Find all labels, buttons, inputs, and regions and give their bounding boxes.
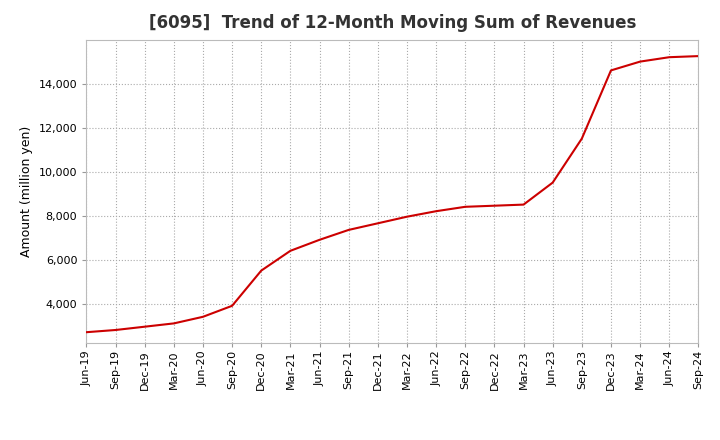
- Y-axis label: Amount (million yen): Amount (million yen): [20, 126, 33, 257]
- Title: [6095]  Trend of 12-Month Moving Sum of Revenues: [6095] Trend of 12-Month Moving Sum of R…: [149, 15, 636, 33]
